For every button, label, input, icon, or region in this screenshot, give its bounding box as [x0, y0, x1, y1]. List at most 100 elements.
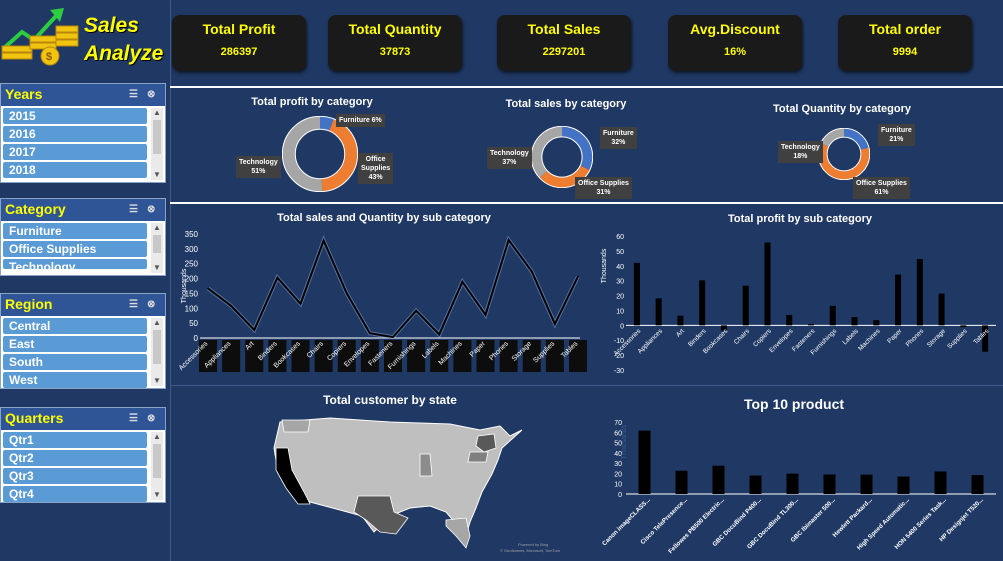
line-point	[554, 323, 556, 325]
multi-select-icon[interactable]: ☰	[129, 89, 138, 100]
scroll-up-icon[interactable]: ▲	[153, 223, 161, 232]
bar	[633, 262, 640, 326]
bar	[934, 471, 947, 494]
slicer-title: Category	[5, 201, 66, 217]
bar	[749, 475, 762, 494]
x-tick-label: Hewlett Packard...	[832, 496, 875, 539]
label-furniture: Furniture 6%	[336, 114, 385, 127]
label-office: Office Supplies 43%	[358, 153, 394, 184]
logo-line2: Analyze	[84, 42, 164, 65]
donut-slice-office-supplies	[539, 165, 590, 188]
slicer-item[interactable]: Qtr2	[3, 450, 147, 466]
donut-slice-furniture	[561, 126, 593, 171]
slicer-item[interactable]: Qtr4	[3, 486, 147, 502]
line-glow	[206, 235, 580, 340]
clear-filter-icon[interactable]: ⊗	[147, 89, 156, 100]
y-tick-label: 50	[616, 249, 624, 256]
line-series	[207, 237, 579, 339]
slicer-item[interactable]: 2016	[3, 126, 147, 142]
kpi-avg-discount: Avg.Discount 16%	[668, 15, 802, 71]
x-label-box	[268, 340, 287, 372]
x-tick-label: Art	[244, 340, 255, 351]
scrollbar[interactable]: ▲ ▼	[151, 108, 163, 180]
y-tick-label: 40	[614, 451, 622, 458]
bar	[786, 473, 799, 494]
slicer-item[interactable]: South	[3, 354, 147, 370]
slicer-item[interactable]: Qtr3	[3, 468, 147, 484]
clear-filter-icon[interactable]: ⊗	[147, 204, 156, 215]
chart-title-profit-category: Total profit by category	[251, 96, 373, 108]
scrollbar[interactable]: ▲ ▼	[151, 318, 163, 386]
x-tick-label: Machines	[857, 327, 882, 352]
slicer-title: Region	[5, 296, 53, 312]
donut-inner-ring	[294, 128, 346, 180]
x-tick-label: Chairs	[733, 327, 752, 346]
slicer-item[interactable]: Furniture	[3, 223, 147, 239]
kpi-total-quantity: Total Quantity 37873	[328, 15, 462, 71]
x-label-box	[407, 340, 426, 372]
label-technology: Technology 37%	[487, 147, 532, 169]
line-point	[253, 329, 256, 331]
slicer-item[interactable]: East	[3, 336, 147, 352]
scroll-up-icon[interactable]: ▲	[153, 318, 161, 327]
x-label-box	[360, 340, 379, 372]
x-label-box	[222, 340, 241, 372]
scroll-up-icon[interactable]: ▲	[153, 108, 161, 117]
line-point	[322, 239, 325, 242]
chart-title-top10: Top 10 product	[743, 396, 845, 412]
kpi-value: 37873	[379, 46, 411, 58]
clear-filter-icon[interactable]: ⊗	[147, 413, 156, 424]
label-office: Office Supplies 61%	[853, 177, 910, 199]
us-state-map: Powered by Bing © GeoNames, Microsoft, T…	[273, 417, 561, 553]
multi-select-icon[interactable]: ☰	[129, 204, 138, 215]
bar	[971, 475, 984, 494]
bar	[677, 315, 684, 326]
line-point	[530, 270, 533, 273]
chart-title-sales-quantity: Total sales and Quantity by sub category	[277, 212, 491, 224]
scroll-up-icon[interactable]: ▲	[153, 432, 161, 441]
kpi-value: 286397	[220, 46, 258, 58]
scroll-down-icon[interactable]: ▼	[153, 170, 161, 179]
x-tick-label: Paper	[886, 327, 904, 345]
x-tick-label: Tables	[972, 327, 991, 346]
divider-mid	[170, 202, 1003, 204]
kpi-value: 16%	[723, 46, 747, 58]
donut-profit-category	[282, 116, 358, 192]
scroll-down-icon[interactable]: ▼	[153, 263, 161, 272]
slicer-item[interactable]: Central	[3, 318, 147, 334]
slicer-item[interactable]: 2015	[3, 108, 147, 124]
y-tick-label: 70	[614, 420, 622, 427]
label-furniture: Furniture 21%	[878, 124, 915, 146]
chart-title-map: Total customer by state	[323, 393, 457, 407]
multi-select-icon[interactable]: ☰	[129, 299, 138, 310]
clear-filter-icon[interactable]: ⊗	[147, 299, 156, 310]
scrollbar[interactable]: ▲ ▼	[151, 432, 163, 500]
y-tick-label: 30	[616, 279, 624, 286]
y-tick-label: 200	[185, 275, 199, 284]
slicer-item[interactable]: Technology	[3, 259, 147, 269]
slicer-item[interactable]: 2017	[3, 144, 147, 160]
scroll-down-icon[interactable]: ▼	[153, 490, 161, 499]
bar	[808, 323, 814, 326]
kpi-title: Total Sales	[527, 21, 601, 37]
map-credit-geonames: © GeoNames, Microsoft, TomTom	[500, 548, 561, 553]
slicer-years: Years ☰ ⊗ 2015 2016 2017 2018 ▲ ▼	[0, 83, 166, 183]
slicer-item[interactable]: 2018	[3, 162, 147, 178]
x-tick-label: Storage	[926, 328, 947, 349]
slicer-item[interactable]: Office Supplies	[3, 241, 147, 257]
donut-slice-furniture	[843, 128, 869, 151]
donut-inner-ring	[541, 136, 583, 178]
multi-select-icon[interactable]: ☰	[129, 413, 138, 424]
slicer-item[interactable]: Qtr1	[3, 432, 147, 448]
kpi-total-profit: Total Profit 286397	[172, 15, 306, 71]
y-tick-label: 150	[185, 289, 199, 298]
y-tick-label: 60	[614, 430, 622, 437]
scroll-down-icon[interactable]: ▼	[153, 376, 161, 385]
slicer-title: Years	[5, 86, 43, 102]
slicer-item[interactable]: West	[3, 372, 147, 388]
svg-text:$: $	[46, 51, 52, 63]
divider-low	[170, 385, 1003, 386]
x-tick-label: Copiers	[752, 327, 773, 348]
scrollbar[interactable]: ▲ ▼	[151, 223, 163, 273]
line-point	[392, 336, 394, 338]
